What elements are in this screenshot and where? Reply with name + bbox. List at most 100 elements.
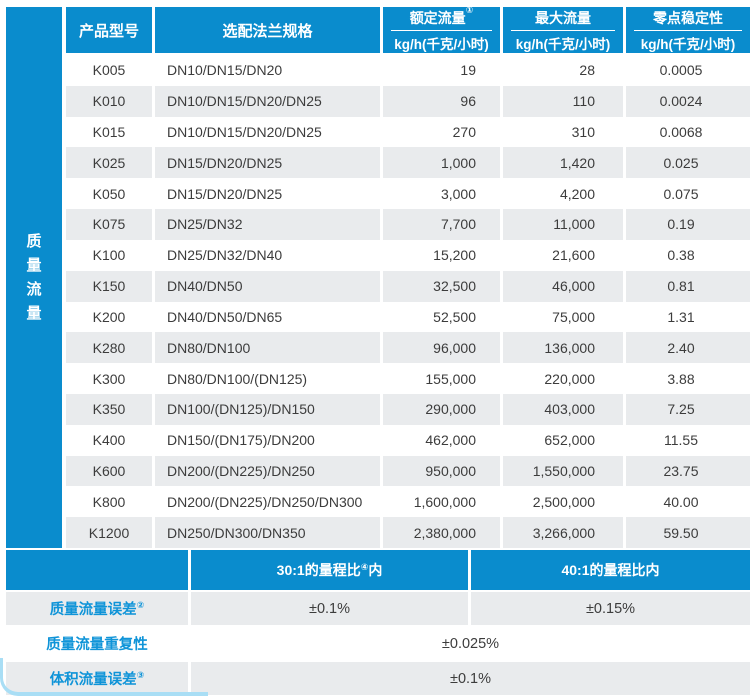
mass-flow-error-label: 质量流量误差 ②: [6, 592, 188, 625]
cell-flange-spec: DN40/DN50: [155, 270, 380, 302]
cell-zero-stability: 11.55: [626, 424, 750, 456]
cell-product-model: K300: [66, 363, 152, 394]
cell-max-flow: 110: [503, 85, 623, 117]
table-row: K280 DN80/DN100 96,000 136,000 2.40: [66, 332, 750, 364]
turndown-30-1-header: 30:1的量程比 ④ 内: [191, 550, 468, 590]
cell-rated-flow: 950,000: [383, 455, 500, 487]
header-rated-flow: 额定流量① kg/h(千克/小时): [383, 4, 500, 53]
cell-product-model: K280: [66, 332, 152, 364]
cell-max-flow: 310: [503, 116, 623, 148]
cell-rated-flow: 32,500: [383, 270, 500, 302]
cell-rated-flow: 15,200: [383, 239, 500, 271]
turndown-30-1-tail: 内: [368, 562, 383, 578]
cell-rated-flow: 96,000: [383, 332, 500, 364]
cell-zero-stability: 59.50: [626, 517, 750, 548]
cell-max-flow: 28: [503, 55, 623, 86]
cell-flange-spec: DN150/(DN175)/DN200: [155, 424, 380, 456]
table-row: K300 DN80/DN100/(DN125) 155,000 220,000 3.88: [66, 363, 750, 394]
cell-zero-stability: 23.75: [626, 455, 750, 487]
turndown-30-1-text: 30:1的量程比: [276, 562, 361, 578]
cell-zero-stability: 0.81: [626, 270, 750, 302]
cell-rated-flow: 2,380,000: [383, 517, 500, 548]
spec-grid: 产品型号 选配法兰规格 额定流量① kg/h(千克/小时) 最大流量 kg/h(…: [66, 4, 750, 548]
cell-max-flow: 652,000: [503, 424, 623, 456]
cell-product-model: K1200: [66, 517, 152, 548]
table-row: K025 DN15/DN20/DN25 1,000 1,420 0.025: [66, 147, 750, 179]
mass-flow-repeatability-value: ±0.025%: [191, 627, 750, 660]
cell-zero-stability: 2.40: [626, 332, 750, 364]
cell-rated-flow: 155,000: [383, 363, 500, 394]
cell-rated-flow: 290,000: [383, 393, 500, 425]
cell-rated-flow: 52,500: [383, 301, 500, 333]
cell-flange-spec: DN200/(DN225)/DN250/DN300: [155, 486, 380, 518]
cell-rated-flow: 3,000: [383, 178, 500, 210]
cell-zero-stability: 0.19: [626, 209, 750, 240]
cell-rated-flow: 270: [383, 116, 500, 148]
mass-flow-error-30-1-value: ±0.1%: [191, 592, 468, 625]
table-row: K1200 DN250/DN300/DN350 2,380,000 3,266,000…: [66, 517, 750, 548]
cell-rated-flow: 19: [383, 55, 500, 86]
table-row: K400 DN150/(DN175)/DN200 462,000 652,000 11.…: [66, 424, 750, 456]
cell-max-flow: 4,200: [503, 178, 623, 210]
header-flange-spec: 选配法兰规格: [155, 7, 380, 53]
cell-product-model: K100: [66, 239, 152, 271]
mass-flow-error-row: 质量流量误差 ② ±0.1% ±0.15%: [6, 592, 750, 625]
header-product-model-label: 产品型号: [78, 22, 139, 40]
cell-flange-spec: DN10/DN15/DN20: [155, 55, 380, 86]
header-max-flow-unit: kg/h(千克/小时): [515, 36, 611, 52]
cell-zero-stability: 0.075: [626, 178, 750, 210]
cell-flange-spec: DN80/DN100/(DN125): [155, 363, 380, 394]
cell-product-model: K015: [66, 116, 152, 148]
turndown-corner-cell: [6, 550, 188, 590]
cell-max-flow: 46,000: [503, 270, 623, 302]
mass-flow-error-40-1-value: ±0.15%: [471, 592, 750, 625]
cell-flange-spec: DN80/DN100: [155, 332, 380, 364]
cell-product-model: K350: [66, 393, 152, 425]
cell-flange-spec: DN10/DN15/DN20/DN25: [155, 116, 380, 148]
cell-max-flow: 75,000: [503, 301, 623, 333]
footnote-4-marker: ④: [360, 561, 369, 572]
cell-zero-stability: 0.38: [626, 239, 750, 271]
cell-max-flow: 136,000: [503, 332, 623, 364]
cell-flange-spec: DN200/(DN225)/DN250: [155, 455, 380, 487]
row-group-label: 质量流量: [26, 232, 42, 322]
cell-max-flow: 220,000: [503, 363, 623, 394]
volume-flow-error-row: 体积流量误差 ③ ±0.1%: [6, 662, 750, 695]
table-row: K005 DN10/DN15/DN20 19 28 0.0005: [66, 55, 750, 86]
cell-product-model: K600: [66, 455, 152, 487]
cell-max-flow: 11,000: [503, 209, 623, 240]
table-row: K150 DN40/DN50 32,500 46,000 0.81: [66, 270, 750, 302]
header-rated-flow-unit: kg/h(千克/小时): [394, 36, 489, 52]
footnote-1-marker: ①: [465, 4, 474, 15]
cell-rated-flow: 96: [383, 85, 500, 117]
cell-product-model: K150: [66, 270, 152, 302]
cell-product-model: K050: [66, 178, 152, 210]
footnote-2-marker: ②: [136, 600, 145, 610]
cell-flange-spec: DN15/DN20/DN25: [155, 178, 380, 210]
footnote-3-marker: ③: [136, 670, 145, 680]
cell-max-flow: 1,420: [503, 147, 623, 179]
cell-zero-stability: 40.00: [626, 486, 750, 518]
cell-zero-stability: 0.025: [626, 147, 750, 179]
table-header-row: 产品型号 选配法兰规格 额定流量① kg/h(千克/小时) 最大流量 kg/h(…: [66, 4, 750, 53]
cell-product-model: K010: [66, 85, 152, 117]
table-row: K050 DN15/DN20/DN25 3,000 4,200 0.075: [66, 178, 750, 210]
cell-product-model: K200: [66, 301, 152, 333]
accuracy-section: 30:1的量程比 ④ 内 40:1的量程比内 质量流量误差 ② ±0.1% ±0.15…: [6, 550, 750, 695]
cell-flange-spec: DN15/DN20/DN25: [155, 147, 380, 179]
turndown-40-1-header: 40:1的量程比内: [471, 550, 750, 590]
table-row: K200 DN40/DN50/DN65 52,500 75,000 1.31: [66, 301, 750, 333]
mass-flow-repeatability-row: 质量流量重复性 ±0.025%: [6, 627, 750, 660]
row-group-header-mass-flow: 质量流量: [6, 7, 62, 548]
cell-product-model: K075: [66, 209, 152, 240]
header-flange-spec-label: 选配法兰规格: [222, 22, 313, 40]
cell-max-flow: 3,266,000: [503, 517, 623, 548]
cell-flange-spec: DN100/(DN125)/DN150: [155, 393, 380, 425]
table-body: K005 DN10/DN15/DN20 19 28 0.0005 K010 DN10/DN1…: [66, 55, 750, 548]
cell-rated-flow: 1,600,000: [383, 486, 500, 518]
cell-flange-spec: DN40/DN50/DN65: [155, 301, 380, 333]
cell-max-flow: 2,500,000: [503, 486, 623, 518]
cell-rated-flow: 462,000: [383, 424, 500, 456]
turndown-header-row: 30:1的量程比 ④ 内 40:1的量程比内: [6, 550, 750, 590]
